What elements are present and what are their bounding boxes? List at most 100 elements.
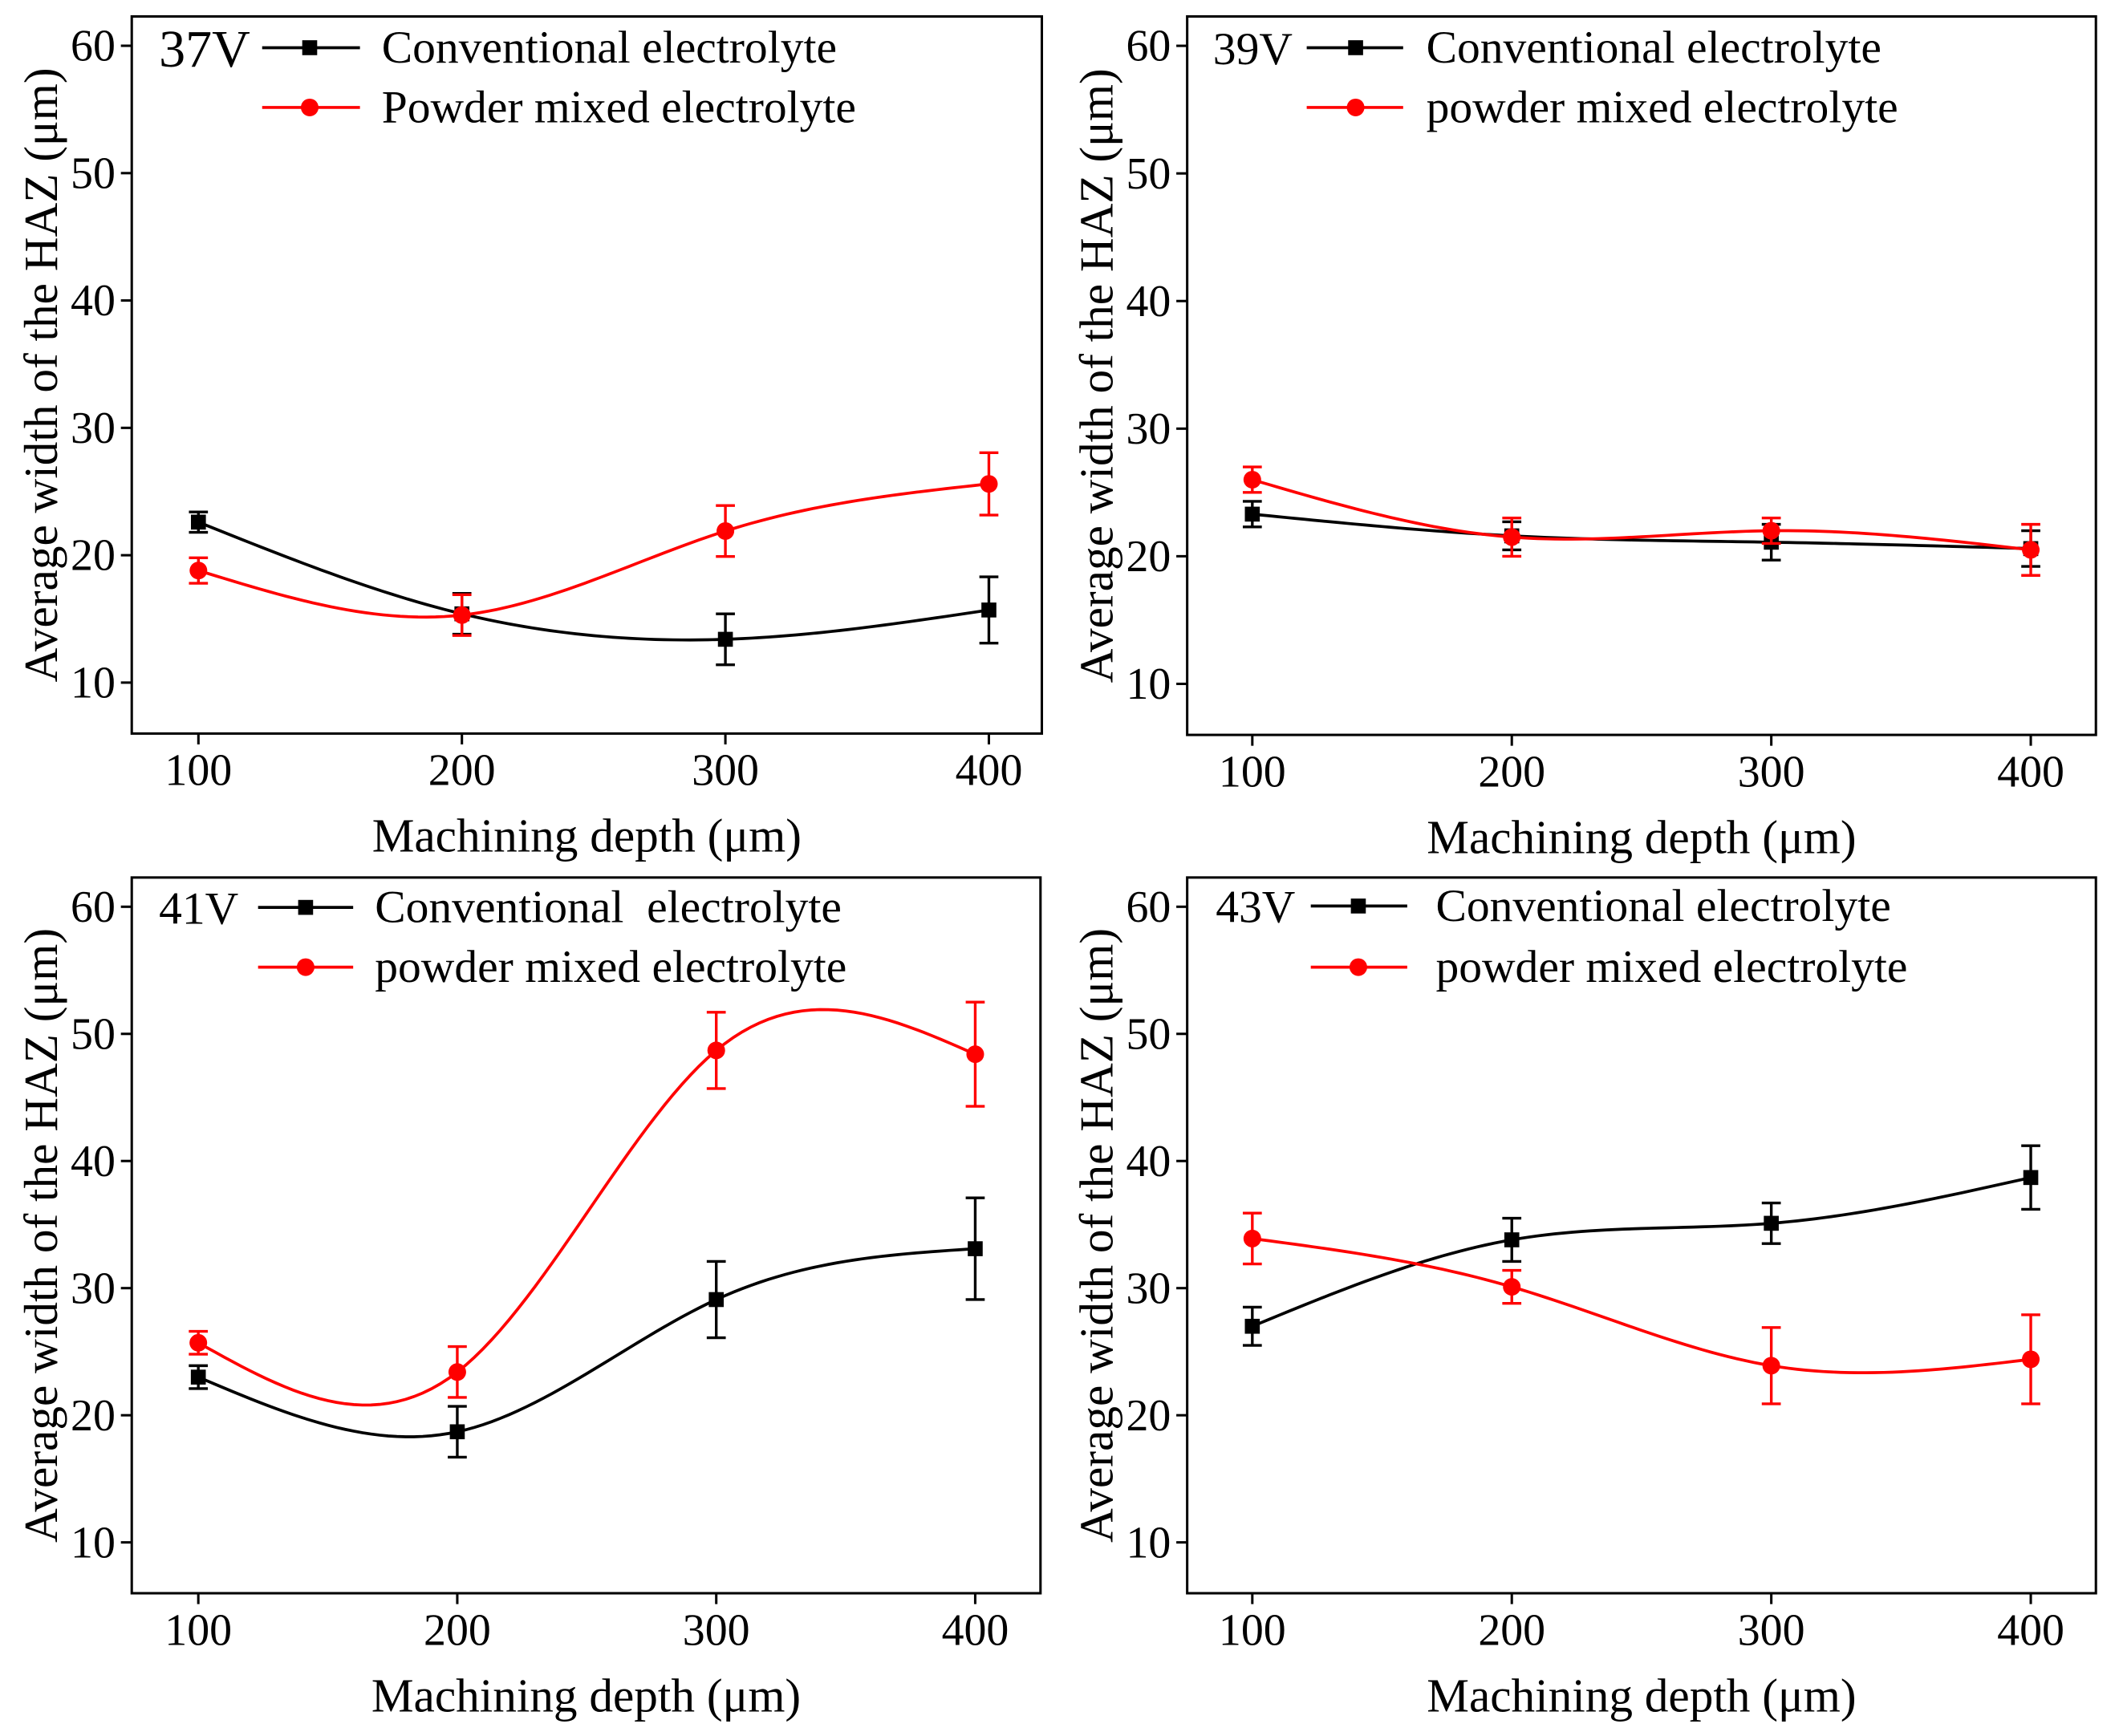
data-point-powder-mixed (1503, 1278, 1521, 1296)
y-tick-label: 50 (1126, 149, 1171, 199)
data-point-conventional (190, 514, 206, 530)
data-point-conventional (449, 1424, 465, 1440)
data-point-conventional (1244, 1318, 1260, 1334)
data-point-conventional (968, 1241, 983, 1256)
x-tick-label: 400 (956, 746, 1023, 796)
y-tick-label: 50 (1126, 1009, 1171, 1059)
data-point-powder-mixed (2022, 1350, 2040, 1369)
legend-label-powder-mixed: powder mixed electrolyte (1435, 942, 1907, 992)
legend-label-powder-mixed: powder mixed electrolyte (375, 942, 846, 992)
y-tick-label: 50 (71, 1009, 116, 1059)
y-tick-label: 60 (1126, 882, 1171, 932)
y-tick-label: 60 (1126, 22, 1171, 71)
data-point-conventional (1764, 1215, 1779, 1231)
data-point-conventional (981, 602, 997, 618)
plot-frame (1186, 14, 2097, 736)
y-tick-label: 10 (1126, 659, 1171, 709)
plot-frame (130, 14, 1044, 735)
x-tick-label: 200 (428, 746, 496, 796)
x-tick-label: 100 (164, 746, 232, 796)
data-point-powder-mixed (966, 1045, 984, 1064)
data-point-conventional (2023, 1170, 2039, 1186)
data-point-conventional (1244, 506, 1260, 522)
data-point-conventional (717, 631, 733, 647)
legend-label-powder-mixed: powder mixed electrolyte (1427, 83, 1898, 133)
legend-label-conventional: Conventional electrolyte (375, 882, 842, 933)
y-tick-label: 10 (71, 659, 116, 708)
x-tick-label: 100 (1219, 747, 1286, 797)
y-tick-label: 40 (71, 1137, 116, 1186)
y-tick-label: 40 (1126, 277, 1171, 327)
legend-marker-conventional (1348, 40, 1363, 55)
y-tick-label: 10 (71, 1518, 116, 1568)
panel-41v: 10 20 30 40 50 60 100 200 300 400 Machining depth … (14, 876, 1042, 1722)
y-tick-label: 20 (71, 531, 116, 581)
data-point-powder-mixed (189, 562, 208, 580)
y-tick-label: 40 (1126, 1137, 1171, 1186)
legend-marker-powder-mixed (1346, 98, 1365, 116)
y-tick-label: 30 (71, 404, 116, 453)
x-axis-label: Machining depth (μm) (372, 809, 802, 862)
x-tick-label: 400 (942, 1605, 1009, 1655)
series-line-conventional (1252, 513, 2032, 550)
x-tick-label: 300 (1738, 747, 1805, 797)
legend-marker-powder-mixed (300, 98, 319, 116)
data-point-powder-mixed (1762, 1357, 1780, 1375)
y-tick-label: 30 (71, 1263, 116, 1313)
y-tick-label: 20 (1126, 532, 1171, 582)
data-point-conventional (190, 1369, 206, 1385)
data-point-powder-mixed (1243, 1229, 1261, 1247)
panel-37v: 10 20 30 40 50 60 100 200 300 400 Machining depth … (14, 14, 1044, 862)
x-axis-label: Machining depth (μm) (371, 1669, 801, 1722)
data-point-powder-mixed (448, 1363, 466, 1381)
data-point-powder-mixed (1503, 528, 1521, 546)
y-tick-label: 50 (71, 148, 116, 198)
series-line-conventional (197, 1247, 976, 1438)
x-tick-label: 400 (1997, 747, 2064, 797)
y-tick-label: 30 (1126, 1263, 1171, 1313)
panel-voltage-label: 39V (1213, 24, 1293, 75)
x-axis-label: Machining depth (μm) (1427, 810, 1856, 863)
panel-43v: 10 20 30 40 50 60 100 200 300 400 Machining depth … (1070, 876, 2097, 1722)
series-line-powder-mixed (1252, 1237, 2032, 1375)
y-axis-label: Average width of the HAZ (μm) (1070, 68, 1123, 683)
data-point-powder-mixed (1762, 521, 1780, 540)
legend-marker-powder-mixed (296, 958, 315, 976)
series-line-powder-mixed (197, 482, 989, 619)
data-point-powder-mixed (1243, 470, 1261, 489)
legend-marker-conventional (302, 40, 318, 55)
panel-39v: 10 20 30 40 50 60 100 200 300 400 Machining depth … (1070, 14, 2097, 863)
panel-voltage-label: 41V (159, 883, 238, 934)
y-tick-label: 40 (71, 276, 116, 326)
y-tick-label: 60 (71, 22, 116, 71)
plot-frame (1186, 876, 2097, 1595)
y-tick-label: 30 (1126, 404, 1171, 454)
legend-label-conventional: Conventional electrolyte (1427, 22, 1882, 73)
legend-label-powder-mixed: Powder mixed electrolyte (382, 83, 856, 133)
legend-marker-conventional (298, 899, 314, 915)
y-axis-label: Average width of the HAZ (μm) (1070, 928, 1123, 1543)
y-tick-label: 10 (1126, 1518, 1171, 1568)
y-tick-label: 60 (71, 882, 116, 932)
x-tick-label: 100 (164, 1605, 232, 1655)
panel-voltage-label: 37V (159, 20, 250, 79)
data-point-conventional (708, 1292, 725, 1308)
data-point-powder-mixed (189, 1333, 208, 1352)
y-tick-label: 20 (71, 1391, 116, 1441)
series-line-powder-mixed (1252, 478, 2032, 552)
x-tick-label: 200 (1478, 1605, 1545, 1655)
legend-label-conventional: Conventional electrolyte (382, 22, 837, 73)
legend-label-conventional: Conventional electrolyte (1435, 881, 1890, 931)
x-axis-label: Machining depth (μm) (1427, 1669, 1856, 1722)
data-point-powder-mixed (716, 521, 735, 540)
series-line-conventional (1252, 1176, 2032, 1328)
data-point-conventional (1504, 1232, 1520, 1247)
y-axis-label: Average width of the HAZ (μm) (14, 928, 67, 1543)
x-tick-label: 400 (1997, 1605, 2064, 1655)
data-point-powder-mixed (453, 606, 471, 624)
data-point-powder-mixed (2022, 541, 2040, 559)
y-tick-label: 20 (1126, 1391, 1171, 1441)
series-line-conventional (197, 521, 989, 642)
data-point-powder-mixed (980, 475, 998, 493)
